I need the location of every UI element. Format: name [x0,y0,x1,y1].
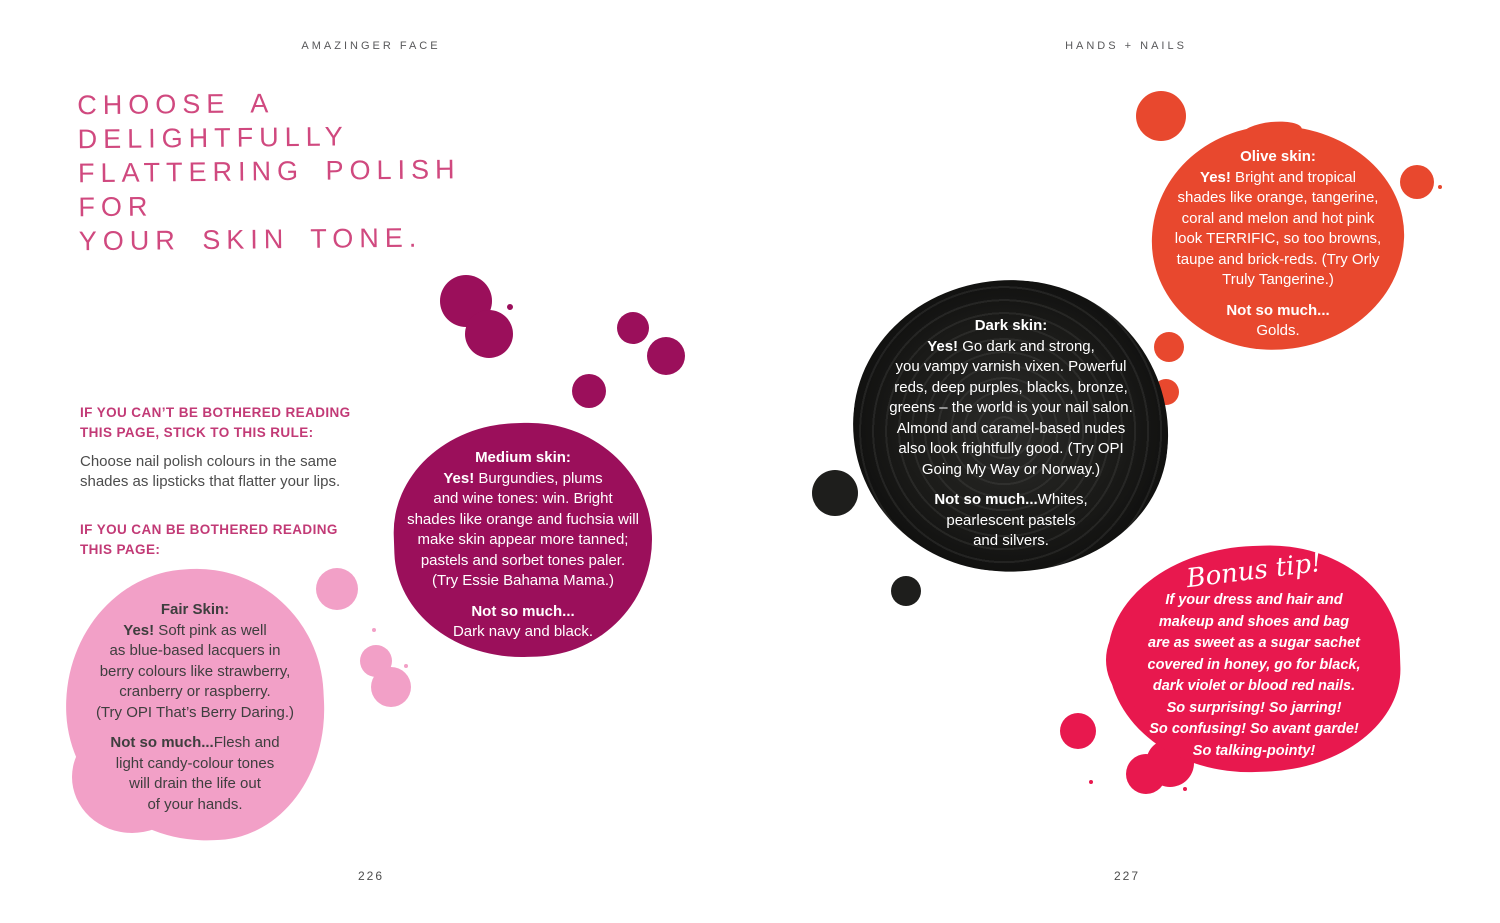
olive-skin-yes: Yes! Bright and tropical shades like ora… [1174,168,1382,289]
medium-skin-not: Not so much... Dark navy and black. [452,602,594,641]
paint-splatter-dot [404,664,408,668]
paint-splatter-dot [617,312,649,344]
medium-skin-blob: Medium skin: Yes! Burgundies, plums and w… [394,423,652,657]
paint-splatter-dot [465,310,513,358]
fair-skin-text: Fair Skin: Yes! Soft pink as well as blue… [66,569,324,815]
paint-splatter-dot [1060,713,1096,749]
running-head-right: HANDS + NAILS [1065,40,1187,52]
medium-skin-heading: Medium skin: [475,449,571,466]
rule-subheading: IF YOU CAN’T BE BOTHERED READING THIS PA… [80,405,351,440]
intro-block: IF YOU CAN’T BE BOTHERED READING THIS PA… [80,403,450,560]
fair-skin-heading: Fair Skin: [160,601,230,618]
paint-splatter-dot [1089,780,1093,784]
paint-splatter-dot [1438,185,1442,189]
olive-skin-text: Olive skin: Yes! Bright and tropical shad… [1152,126,1404,342]
olive-skin-not: Not so much... Golds. [1226,301,1330,340]
medium-skin-text: Medium skin: Yes! Burgundies, plums and w… [394,423,652,643]
page-number-right: 227 [1113,869,1141,883]
fair-skin-yes: Yes! Soft pink as well as blue-based lac… [95,621,295,721]
paint-splatter-dot [647,337,685,375]
running-head-left: AMAZINGER FACE [301,40,441,52]
page-number-left: 226 [357,869,385,883]
paint-splatter-dot [1183,787,1187,791]
paint-splatter-dot [1400,165,1434,199]
dark-skin-blob: Dark skin: Yes! Go dark and strong, you v… [853,280,1169,572]
paint-splatter-dot [507,304,513,310]
dark-skin-text: Dark skin: Yes! Go dark and strong, you v… [853,280,1169,552]
fair-skin-not: Not so much...Flesh and light candy-colo… [110,734,280,813]
medium-skin-yes: Yes! Burgundies, plums and wine tones: w… [407,469,639,590]
paint-splatter-dot [372,628,376,632]
paint-splatter-dot [812,470,858,516]
paint-splatter-dot [371,667,411,707]
rule-body-text: Choose nail polish colours in the same s… [80,453,341,490]
paint-splatter-dot [891,576,921,606]
page-title: CHOOSE A DELIGHTFULLY FLATTERING POLISH … [77,88,461,257]
dark-skin-yes: Yes! Go dark and strong, you vampy varni… [889,337,1133,478]
read-subheading: IF YOU CAN BE BOTHERED READING THIS PAGE… [80,522,338,557]
bonus-tip-blob: Bonus tip! If your dress and hair and mak… [1106,546,1400,772]
olive-skin-blob: Olive skin: Yes! Bright and tropical shad… [1152,126,1404,350]
olive-skin-heading: Olive skin: [1240,148,1316,165]
bonus-tip-text: Bonus tip! If your dress and hair and mak… [1108,546,1400,762]
dark-skin-heading: Dark skin: [974,317,1048,334]
paint-splatter-dot [572,374,606,408]
fair-skin-blob: Fair Skin: Yes! Soft pink as well as blue… [66,569,324,841]
bonus-tip-body: If your dress and hair and makeup and sh… [1147,592,1361,759]
dark-skin-not: Not so much...Whites, pearlescent pastel… [934,491,1088,549]
